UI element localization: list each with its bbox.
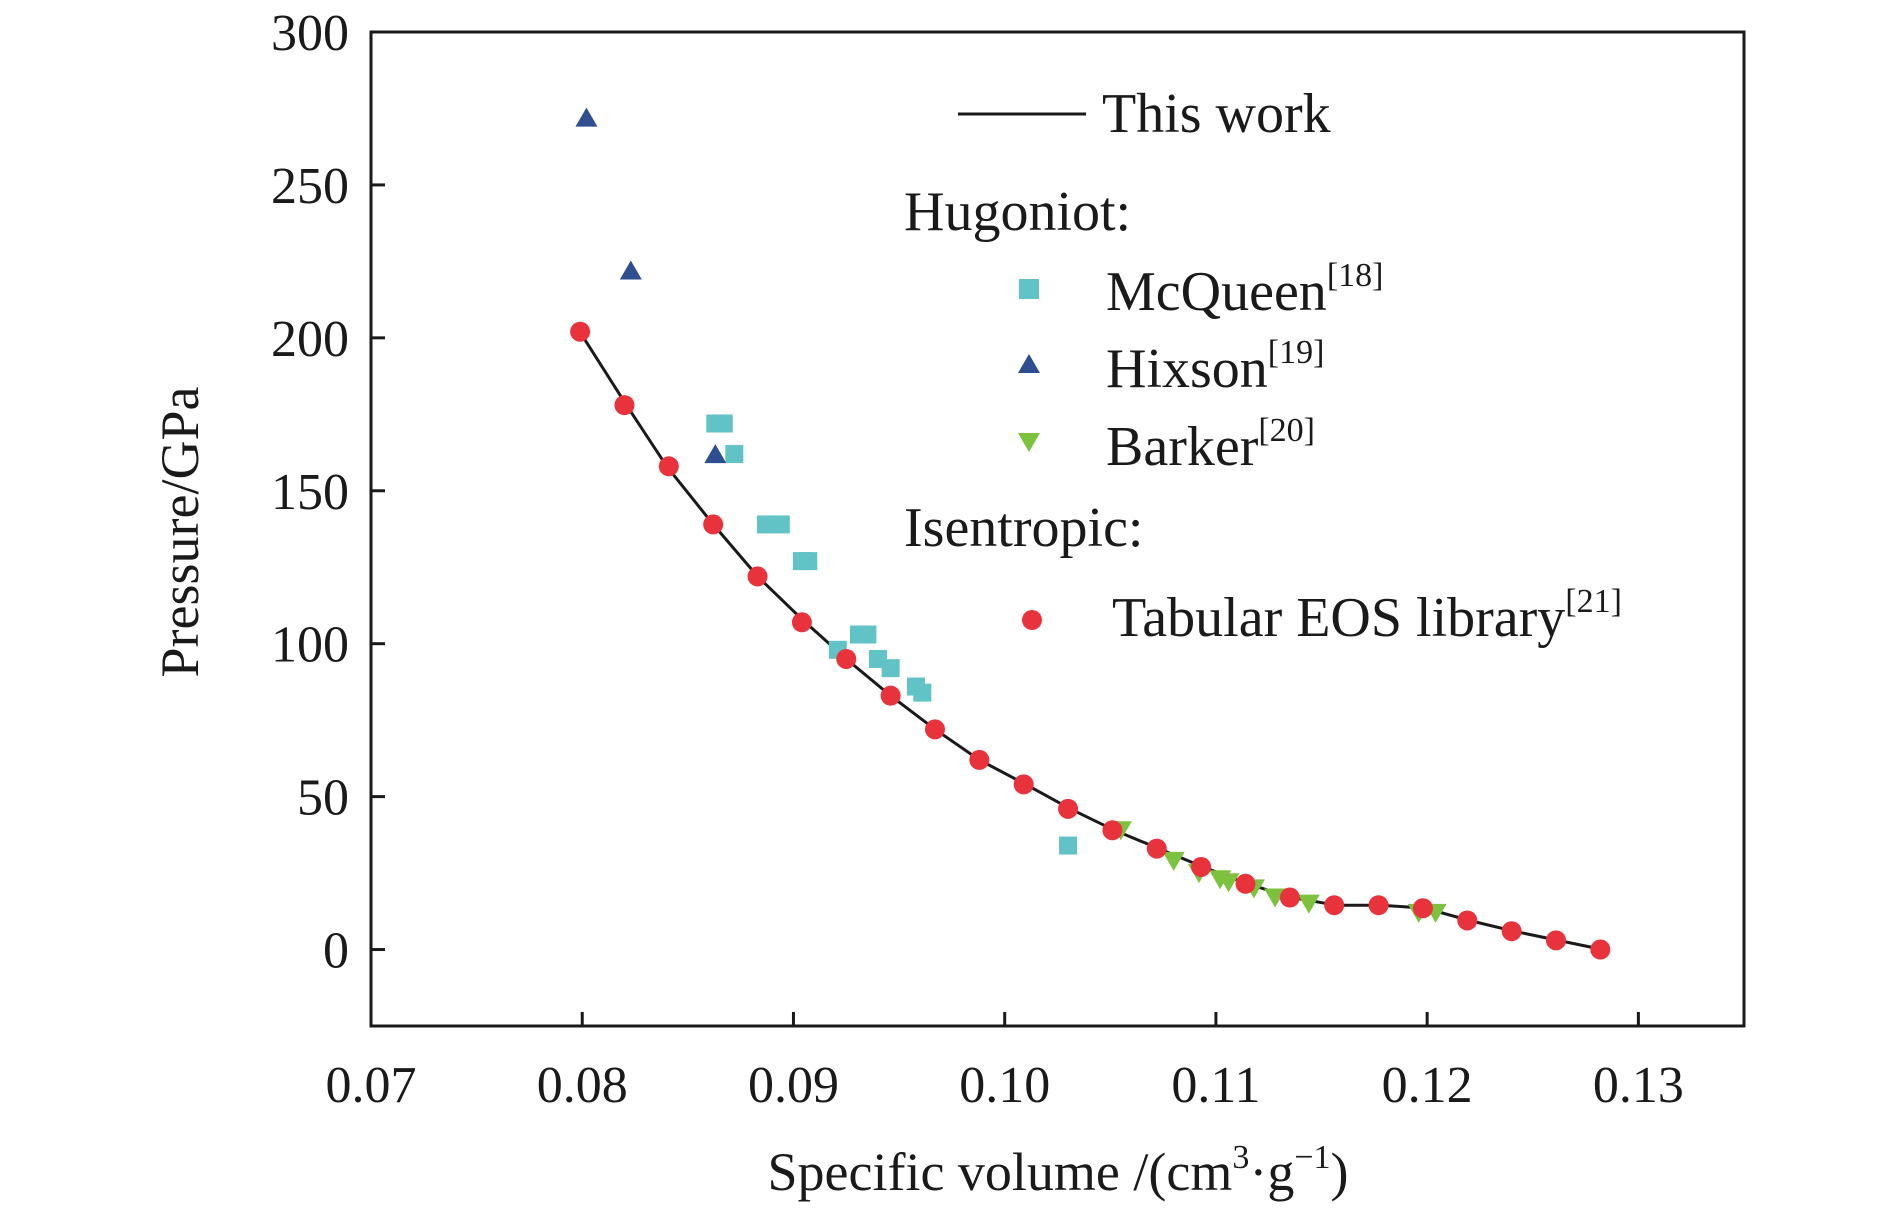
- legend-label-tabular-ref: [21]: [1565, 583, 1622, 620]
- legend: This work Hugoniot: McQueen[18] Hixson[1…: [904, 83, 1622, 649]
- legend-label-barker-name: Barker: [1106, 416, 1259, 478]
- legend-label-this-work: This work: [1102, 83, 1331, 145]
- point-tabular-eos-library: [747, 566, 768, 587]
- x-axis-tick-labels: 0.07 0.08 0.09 0.10 0.11 0.12 0.13: [326, 1057, 1684, 1114]
- y-tick-label: 250: [271, 158, 349, 215]
- legend-label-hixson-ref: [19]: [1268, 334, 1325, 371]
- point-tabular-eos-library: [1412, 898, 1433, 919]
- point-tabular-eos-library: [1235, 873, 1256, 894]
- point-tabular-eos-library: [614, 395, 635, 416]
- legend-heading-hugoniot: Hugoniot:: [904, 181, 1131, 243]
- point-hixson: [704, 444, 727, 464]
- x-axis-ticks: [369, 1012, 1640, 1026]
- legend-label-barker-ref: [20]: [1258, 412, 1315, 449]
- legend-label-tabular-name: Tabular EOS library: [1112, 587, 1565, 649]
- x-axis-title-main: Specific volume /(cm: [767, 1142, 1232, 1202]
- series-tabular-eos-library: [570, 321, 1611, 960]
- x-tick-label: 0.11: [1171, 1057, 1260, 1114]
- point-tabular-eos-library: [924, 719, 945, 740]
- x-axis-title-sup1: 3: [1232, 1139, 1249, 1176]
- point-tabular-eos-library: [1058, 798, 1079, 819]
- point-barker: [1217, 873, 1240, 893]
- x-tick-label: 0.12: [1382, 1057, 1473, 1114]
- point-tabular-eos-library: [1457, 910, 1478, 931]
- legend-marker-tabular: [1022, 610, 1042, 630]
- series-layer: [570, 107, 1611, 960]
- point-tabular-eos-library: [1013, 774, 1034, 795]
- legend-label-mcqueen-name: McQueen: [1106, 261, 1327, 323]
- point-mcqueen: [858, 625, 877, 644]
- point-tabular-eos-library: [1546, 930, 1567, 951]
- x-tick-label: 0.13: [1593, 1057, 1684, 1114]
- x-axis-title-sup2: −1: [1294, 1139, 1330, 1176]
- point-tabular-eos-library: [1324, 895, 1345, 916]
- legend-label-hixson-name: Hixson: [1106, 338, 1268, 400]
- legend-heading-isentropic: Isentropic:: [904, 497, 1143, 559]
- y-axis-title: Pressure/GPa: [150, 386, 210, 677]
- point-barker: [1297, 894, 1320, 914]
- legend-marker-barker: [1018, 433, 1040, 452]
- point-mcqueen: [725, 445, 744, 464]
- point-barker: [1162, 851, 1185, 871]
- point-tabular-eos-library: [1102, 820, 1123, 841]
- y-tick-label: 50: [297, 770, 349, 827]
- y-axis-tick-labels: 0 50 100 150 200 250 300: [271, 5, 349, 980]
- point-tabular-eos-library: [1279, 887, 1300, 908]
- x-axis-title: Specific volume /(cm3·g−1): [767, 1139, 1348, 1202]
- point-tabular-eos-library: [836, 648, 857, 669]
- point-hixson: [619, 260, 642, 280]
- x-axis-title-end: ): [1331, 1142, 1349, 1202]
- point-tabular-eos-library: [1368, 895, 1389, 916]
- y-tick-label: 150: [271, 464, 349, 521]
- y-tick-label: 0: [323, 923, 349, 980]
- point-mcqueen: [714, 414, 733, 433]
- x-axis-title-mid: ·g: [1249, 1142, 1294, 1202]
- point-hixson: [575, 107, 598, 127]
- point-tabular-eos-library: [791, 612, 812, 633]
- legend-label-barker: Barker[20]: [1106, 412, 1315, 478]
- point-tabular-eos-library: [880, 685, 901, 706]
- legend-marker-hixson: [1018, 354, 1040, 373]
- point-tabular-eos-library: [703, 514, 724, 535]
- series-hixson: [575, 107, 727, 464]
- point-mcqueen: [1059, 836, 1078, 855]
- x-tick-label: 0.08: [537, 1057, 628, 1114]
- point-tabular-eos-library: [1590, 939, 1611, 960]
- point-tabular-eos-library: [969, 749, 990, 770]
- series-mcqueen: [706, 414, 1078, 855]
- y-tick-label: 200: [271, 311, 349, 368]
- x-tick-label: 0.10: [959, 1057, 1050, 1114]
- point-tabular-eos-library: [658, 456, 679, 477]
- point-barker: [1264, 888, 1287, 908]
- legend-label-hixson: Hixson[19]: [1106, 334, 1324, 400]
- point-tabular-eos-library: [1146, 838, 1167, 859]
- x-tick-label: 0.09: [748, 1057, 839, 1114]
- legend-label-mcqueen: McQueen[18]: [1106, 257, 1383, 323]
- plot-frame: [369, 30, 1746, 1028]
- point-mcqueen: [799, 552, 818, 571]
- point-mcqueen: [771, 515, 790, 534]
- legend-label-mcqueen-ref: [18]: [1327, 257, 1384, 294]
- y-axis-ticks: [371, 30, 385, 952]
- point-mcqueen: [913, 683, 932, 702]
- point-tabular-eos-library: [1501, 921, 1522, 942]
- legend-marker-mcqueen: [1019, 279, 1039, 299]
- point-mcqueen: [757, 515, 776, 534]
- point-tabular-eos-library: [1191, 856, 1212, 877]
- y-tick-label: 300: [271, 5, 349, 62]
- legend-label-tabular: Tabular EOS library[21]: [1112, 583, 1622, 649]
- x-tick-label: 0.07: [326, 1057, 417, 1114]
- point-tabular-eos-library: [570, 321, 591, 342]
- point-mcqueen: [881, 659, 900, 678]
- y-tick-label: 100: [271, 617, 349, 674]
